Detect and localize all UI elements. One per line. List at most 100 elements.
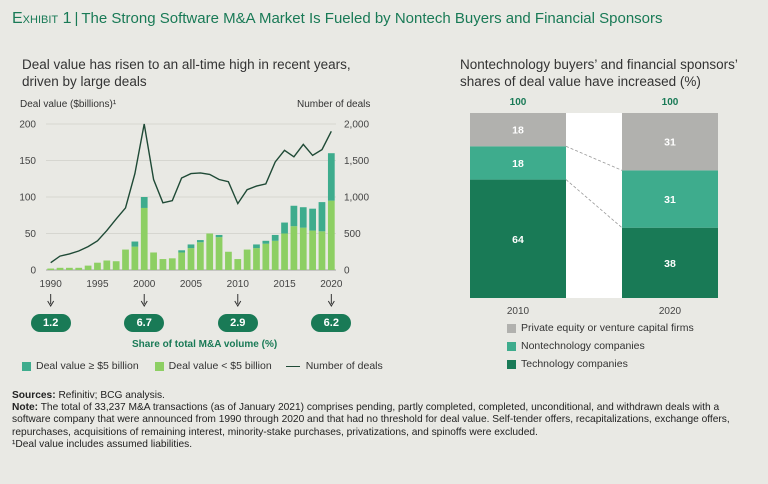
right-subtitle-line1: Nontechnology buyers’ and financial spon…	[460, 57, 738, 72]
bar-small-deals	[150, 252, 157, 270]
note-text: The total of 33,237 M&A transactions (as…	[12, 402, 730, 438]
bar-large-deals	[262, 240, 270, 244]
bar-large-deals	[318, 202, 326, 232]
segment-pe	[622, 113, 718, 171]
bar-large-deals	[131, 241, 139, 247]
legend-item-nontech: Nontechnology companies	[507, 340, 694, 352]
legend-large-label: Deal value ≥ $5 billion	[36, 360, 139, 372]
note-line: Note: The total of 33,237 M&A transactio…	[12, 402, 757, 439]
x-tick: 1995	[86, 279, 109, 290]
x-tick: 1990	[40, 279, 63, 290]
legend-swatch-small	[154, 361, 164, 371]
left-subtitle-line2: driven by large deals	[22, 74, 147, 89]
bar-large-deals	[215, 234, 223, 238]
x-category-label: 2020	[659, 306, 682, 317]
number-of-deals-line	[50, 123, 332, 264]
legend-swatch-tech	[507, 359, 516, 369]
bar-small-deals	[234, 259, 242, 270]
bar-large-deals	[187, 244, 195, 249]
note-label: Note:	[12, 402, 39, 414]
bar-small-deals	[75, 267, 83, 270]
bar-small-deals	[243, 249, 251, 270]
bar-small-deals	[131, 246, 139, 270]
bar-large-deals	[196, 240, 204, 243]
legend-line-label: Number of deals	[305, 360, 383, 372]
footer-notes: Sources: Refinitiv; BCG analysis. Note: …	[12, 390, 757, 451]
right-chart-subtitle: Nontechnology buyers’ and financial spon…	[460, 56, 738, 90]
x-tick: 2010	[227, 279, 250, 290]
bar-large-deals	[309, 208, 316, 231]
bar-large-deals	[327, 153, 335, 201]
share-arrowhead	[47, 300, 55, 307]
bar-small-deals	[84, 265, 92, 270]
y-left-tick: 0	[30, 266, 36, 277]
bar-small-deals	[253, 248, 260, 270]
segment-tech	[470, 179, 566, 298]
y-left-tick: 150	[19, 156, 36, 167]
legend-nontech-label: Nontechnology companies	[521, 340, 645, 352]
segment-nontech	[622, 170, 718, 228]
bar-small-deals	[187, 248, 195, 270]
legend-line-icon	[285, 365, 300, 367]
bar-small-deals	[206, 233, 214, 270]
bar-large-deals	[299, 207, 307, 228]
bar-small-deals	[309, 230, 316, 270]
segment-nontech	[470, 146, 566, 180]
segment-tech-label: 38	[664, 258, 676, 270]
y-left-tick: 200	[19, 120, 36, 131]
legend-tech-label: Technology companies	[521, 358, 628, 370]
x-category-label: 2010	[507, 306, 530, 317]
legend-swatch-nontech	[507, 341, 516, 351]
legend-item-tech: Technology companies	[507, 358, 694, 370]
y-right-tick: 0	[344, 266, 350, 277]
bar-small-deals	[168, 258, 176, 270]
y-left-tick: 50	[25, 229, 37, 240]
bar-small-deals	[327, 200, 335, 270]
left-chart-subtitle: Deal value has risen to an all-time high…	[22, 56, 351, 90]
sources-label: Sources:	[12, 390, 56, 401]
bar-small-deals	[290, 226, 298, 270]
bar-small-deals	[225, 251, 232, 270]
bar-small-deals	[318, 231, 326, 270]
legend-swatch-pe	[507, 323, 516, 333]
segment-pe	[470, 113, 566, 147]
connector-line	[565, 179, 623, 229]
bar-small-deals	[122, 249, 129, 270]
bar-small-deals	[262, 243, 270, 270]
share-pill: 2.9	[217, 314, 258, 332]
bar-small-deals	[47, 268, 55, 270]
left-subtitle-line1: Deal value has risen to an all-time high…	[22, 57, 351, 72]
segment-nontech-label: 18	[512, 158, 524, 170]
bar-small-deals	[112, 261, 120, 270]
bar-large-deals	[178, 250, 186, 253]
x-tick: 2020	[320, 279, 343, 290]
segment-tech	[622, 227, 718, 298]
x-tick: 2015	[273, 279, 296, 290]
segment-pe-label: 31	[664, 137, 676, 149]
legend-item-pe: Private equity or venture capital firms	[507, 322, 694, 334]
legend-small-label: Deal value < $5 billion	[168, 360, 272, 372]
bar-small-deals	[215, 237, 223, 270]
share-pill: 6.2	[311, 314, 352, 332]
x-tick: 2000	[133, 279, 156, 290]
bar-small-deals	[103, 260, 111, 270]
bar-small-deals	[281, 233, 288, 270]
share-arrowhead	[234, 300, 242, 307]
right-legend: Private equity or venture capital firms …	[507, 322, 694, 370]
buyer-share-chart: 64 18 18 100 2010 38 31 31 100 2020	[470, 97, 718, 317]
share-arrowhead	[327, 300, 335, 307]
right-subtitle-line2: shares of deal value have increased (%)	[460, 74, 701, 89]
y-right-tick: 2,000	[344, 120, 369, 131]
y-left-tick: 100	[19, 193, 36, 204]
exhibit-heading: The Strong Software M&A Market Is Fueled…	[81, 10, 663, 27]
x-tick: 2005	[180, 279, 203, 290]
y-left-axis-label: Deal value ($billions)¹	[20, 99, 117, 110]
connector-line	[565, 145, 623, 171]
title-divider: |	[74, 10, 79, 27]
bar-large-deals	[253, 244, 260, 249]
bar-small-deals	[271, 240, 279, 270]
bar-small-deals	[56, 267, 64, 270]
share-arrowhead	[140, 300, 148, 307]
share-pill: 6.7	[124, 314, 165, 332]
y-right-axis-label: Number of deals	[297, 99, 371, 110]
